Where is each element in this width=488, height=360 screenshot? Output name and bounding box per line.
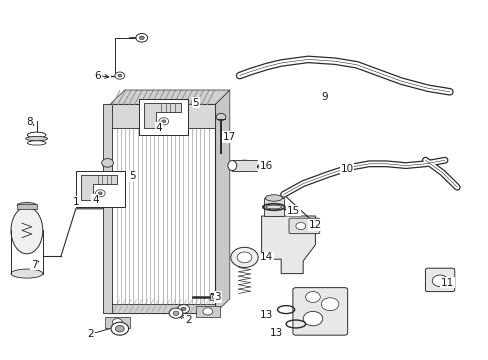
Polygon shape (105, 317, 129, 328)
Bar (210, 294, 219, 300)
Circle shape (115, 72, 124, 79)
Text: 3: 3 (214, 292, 221, 302)
Ellipse shape (27, 141, 46, 145)
Text: 9: 9 (321, 92, 328, 102)
Text: 2: 2 (87, 329, 94, 339)
Text: 8: 8 (26, 117, 33, 127)
Text: 11: 11 (440, 278, 453, 288)
Circle shape (115, 325, 124, 332)
Circle shape (112, 319, 122, 326)
Circle shape (303, 311, 322, 326)
Text: 14: 14 (259, 252, 273, 262)
Bar (195, 306, 220, 317)
Text: 4: 4 (155, 123, 162, 133)
Bar (232, 160, 256, 171)
Bar (110, 104, 215, 128)
Bar (110, 304, 215, 313)
Text: 1: 1 (72, 197, 79, 207)
Bar (110, 104, 215, 313)
Circle shape (118, 74, 122, 77)
Polygon shape (144, 103, 181, 128)
Bar (139, 99, 188, 135)
Text: 4: 4 (92, 195, 99, 205)
Text: 2: 2 (184, 315, 191, 325)
Ellipse shape (227, 161, 236, 171)
Circle shape (98, 192, 102, 195)
Text: 7: 7 (31, 260, 38, 270)
Circle shape (136, 33, 147, 42)
Bar (76, 171, 124, 207)
Circle shape (173, 311, 179, 315)
Circle shape (431, 275, 447, 287)
FancyBboxPatch shape (425, 268, 454, 292)
Circle shape (178, 305, 189, 313)
Circle shape (230, 247, 258, 267)
Circle shape (159, 118, 168, 125)
Text: 16: 16 (259, 161, 273, 171)
Bar (264, 198, 283, 216)
Text: 5: 5 (192, 98, 199, 108)
Circle shape (162, 120, 165, 123)
Circle shape (237, 252, 251, 263)
Text: 6: 6 (94, 71, 101, 81)
Circle shape (139, 36, 144, 40)
Text: 13: 13 (269, 328, 283, 338)
Text: 12: 12 (308, 220, 322, 230)
Bar (102, 104, 112, 313)
Circle shape (321, 298, 338, 311)
Ellipse shape (11, 269, 43, 278)
Text: 15: 15 (286, 206, 300, 216)
Text: 5: 5 (128, 171, 135, 181)
Polygon shape (110, 90, 229, 104)
FancyBboxPatch shape (292, 288, 347, 335)
Ellipse shape (264, 195, 282, 201)
Polygon shape (215, 90, 229, 313)
Text: 10: 10 (340, 164, 353, 174)
Polygon shape (261, 216, 315, 274)
Circle shape (95, 190, 105, 197)
FancyBboxPatch shape (288, 218, 319, 234)
Ellipse shape (27, 132, 46, 138)
Ellipse shape (17, 202, 37, 208)
Circle shape (111, 322, 128, 335)
Ellipse shape (234, 160, 254, 171)
Circle shape (169, 308, 183, 318)
Circle shape (216, 113, 225, 121)
Polygon shape (81, 175, 117, 200)
Text: 17: 17 (223, 132, 236, 142)
Circle shape (305, 292, 320, 302)
Circle shape (181, 307, 185, 311)
Ellipse shape (11, 207, 43, 254)
Bar (17, 204, 37, 209)
Ellipse shape (26, 136, 48, 141)
Text: 13: 13 (259, 310, 273, 320)
Circle shape (203, 308, 212, 315)
Circle shape (212, 295, 217, 299)
Circle shape (102, 158, 113, 167)
Circle shape (295, 222, 305, 230)
